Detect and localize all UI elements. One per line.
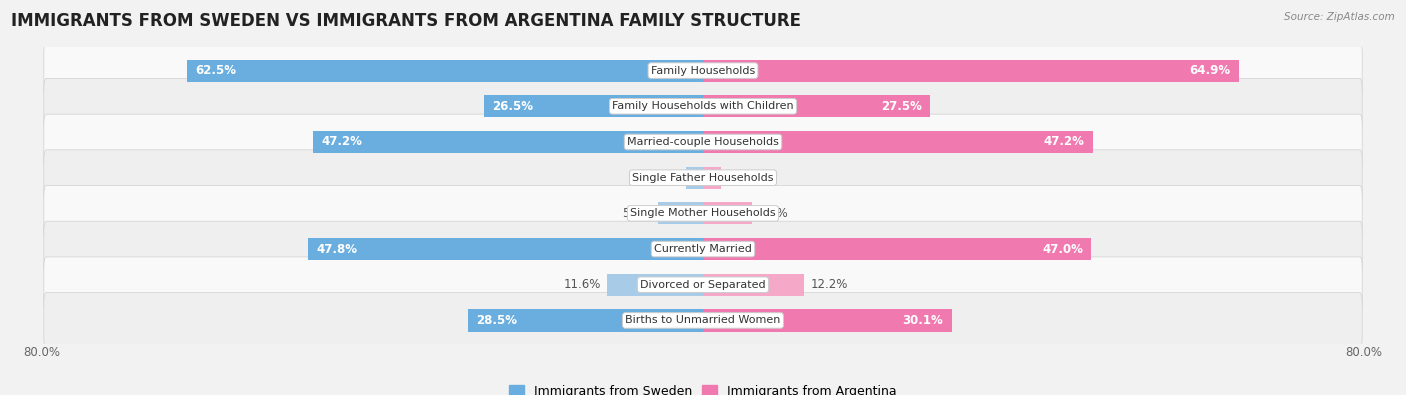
FancyBboxPatch shape [44,221,1362,277]
Text: 47.0%: 47.0% [1042,243,1083,256]
Bar [703,274,804,296]
Text: Single Father Households: Single Father Households [633,173,773,182]
Bar [703,309,952,331]
Bar [187,60,703,82]
Bar [686,167,703,189]
Legend: Immigrants from Sweden, Immigrants from Argentina: Immigrants from Sweden, Immigrants from … [505,380,901,395]
FancyBboxPatch shape [44,43,1362,98]
Text: Currently Married: Currently Married [654,244,752,254]
Text: Births to Unmarried Women: Births to Unmarried Women [626,316,780,325]
Text: 12.2%: 12.2% [810,278,848,291]
FancyBboxPatch shape [44,186,1362,241]
Text: 62.5%: 62.5% [195,64,236,77]
Text: 47.2%: 47.2% [1043,135,1084,149]
FancyBboxPatch shape [44,293,1362,348]
FancyBboxPatch shape [44,150,1362,205]
Text: Divorced or Separated: Divorced or Separated [640,280,766,290]
Text: 11.6%: 11.6% [564,278,600,291]
Bar [607,274,703,296]
Text: Married-couple Households: Married-couple Households [627,137,779,147]
Bar [703,60,1239,82]
Text: Single Mother Households: Single Mother Households [630,209,776,218]
Text: 47.2%: 47.2% [322,135,363,149]
Bar [703,131,1092,153]
FancyBboxPatch shape [44,114,1362,170]
Bar [658,202,703,224]
Text: 2.2%: 2.2% [728,171,758,184]
Bar [703,202,752,224]
Text: IMMIGRANTS FROM SWEDEN VS IMMIGRANTS FROM ARGENTINA FAMILY STRUCTURE: IMMIGRANTS FROM SWEDEN VS IMMIGRANTS FRO… [11,12,801,30]
Text: 2.1%: 2.1% [650,171,679,184]
Bar [314,131,703,153]
Text: 28.5%: 28.5% [475,314,517,327]
Text: Family Households: Family Households [651,66,755,75]
Bar [484,95,703,117]
Bar [468,309,703,331]
FancyBboxPatch shape [44,257,1362,312]
Text: Source: ZipAtlas.com: Source: ZipAtlas.com [1284,12,1395,22]
Bar [703,95,931,117]
Text: 26.5%: 26.5% [492,100,533,113]
Text: 64.9%: 64.9% [1189,64,1230,77]
Text: 5.4%: 5.4% [621,207,652,220]
Bar [703,167,721,189]
Bar [703,238,1091,260]
Text: 27.5%: 27.5% [882,100,922,113]
Text: 5.9%: 5.9% [758,207,789,220]
FancyBboxPatch shape [44,79,1362,134]
Bar [308,238,703,260]
Text: 30.1%: 30.1% [903,314,943,327]
Text: Family Households with Children: Family Households with Children [612,101,794,111]
Text: 47.8%: 47.8% [316,243,357,256]
